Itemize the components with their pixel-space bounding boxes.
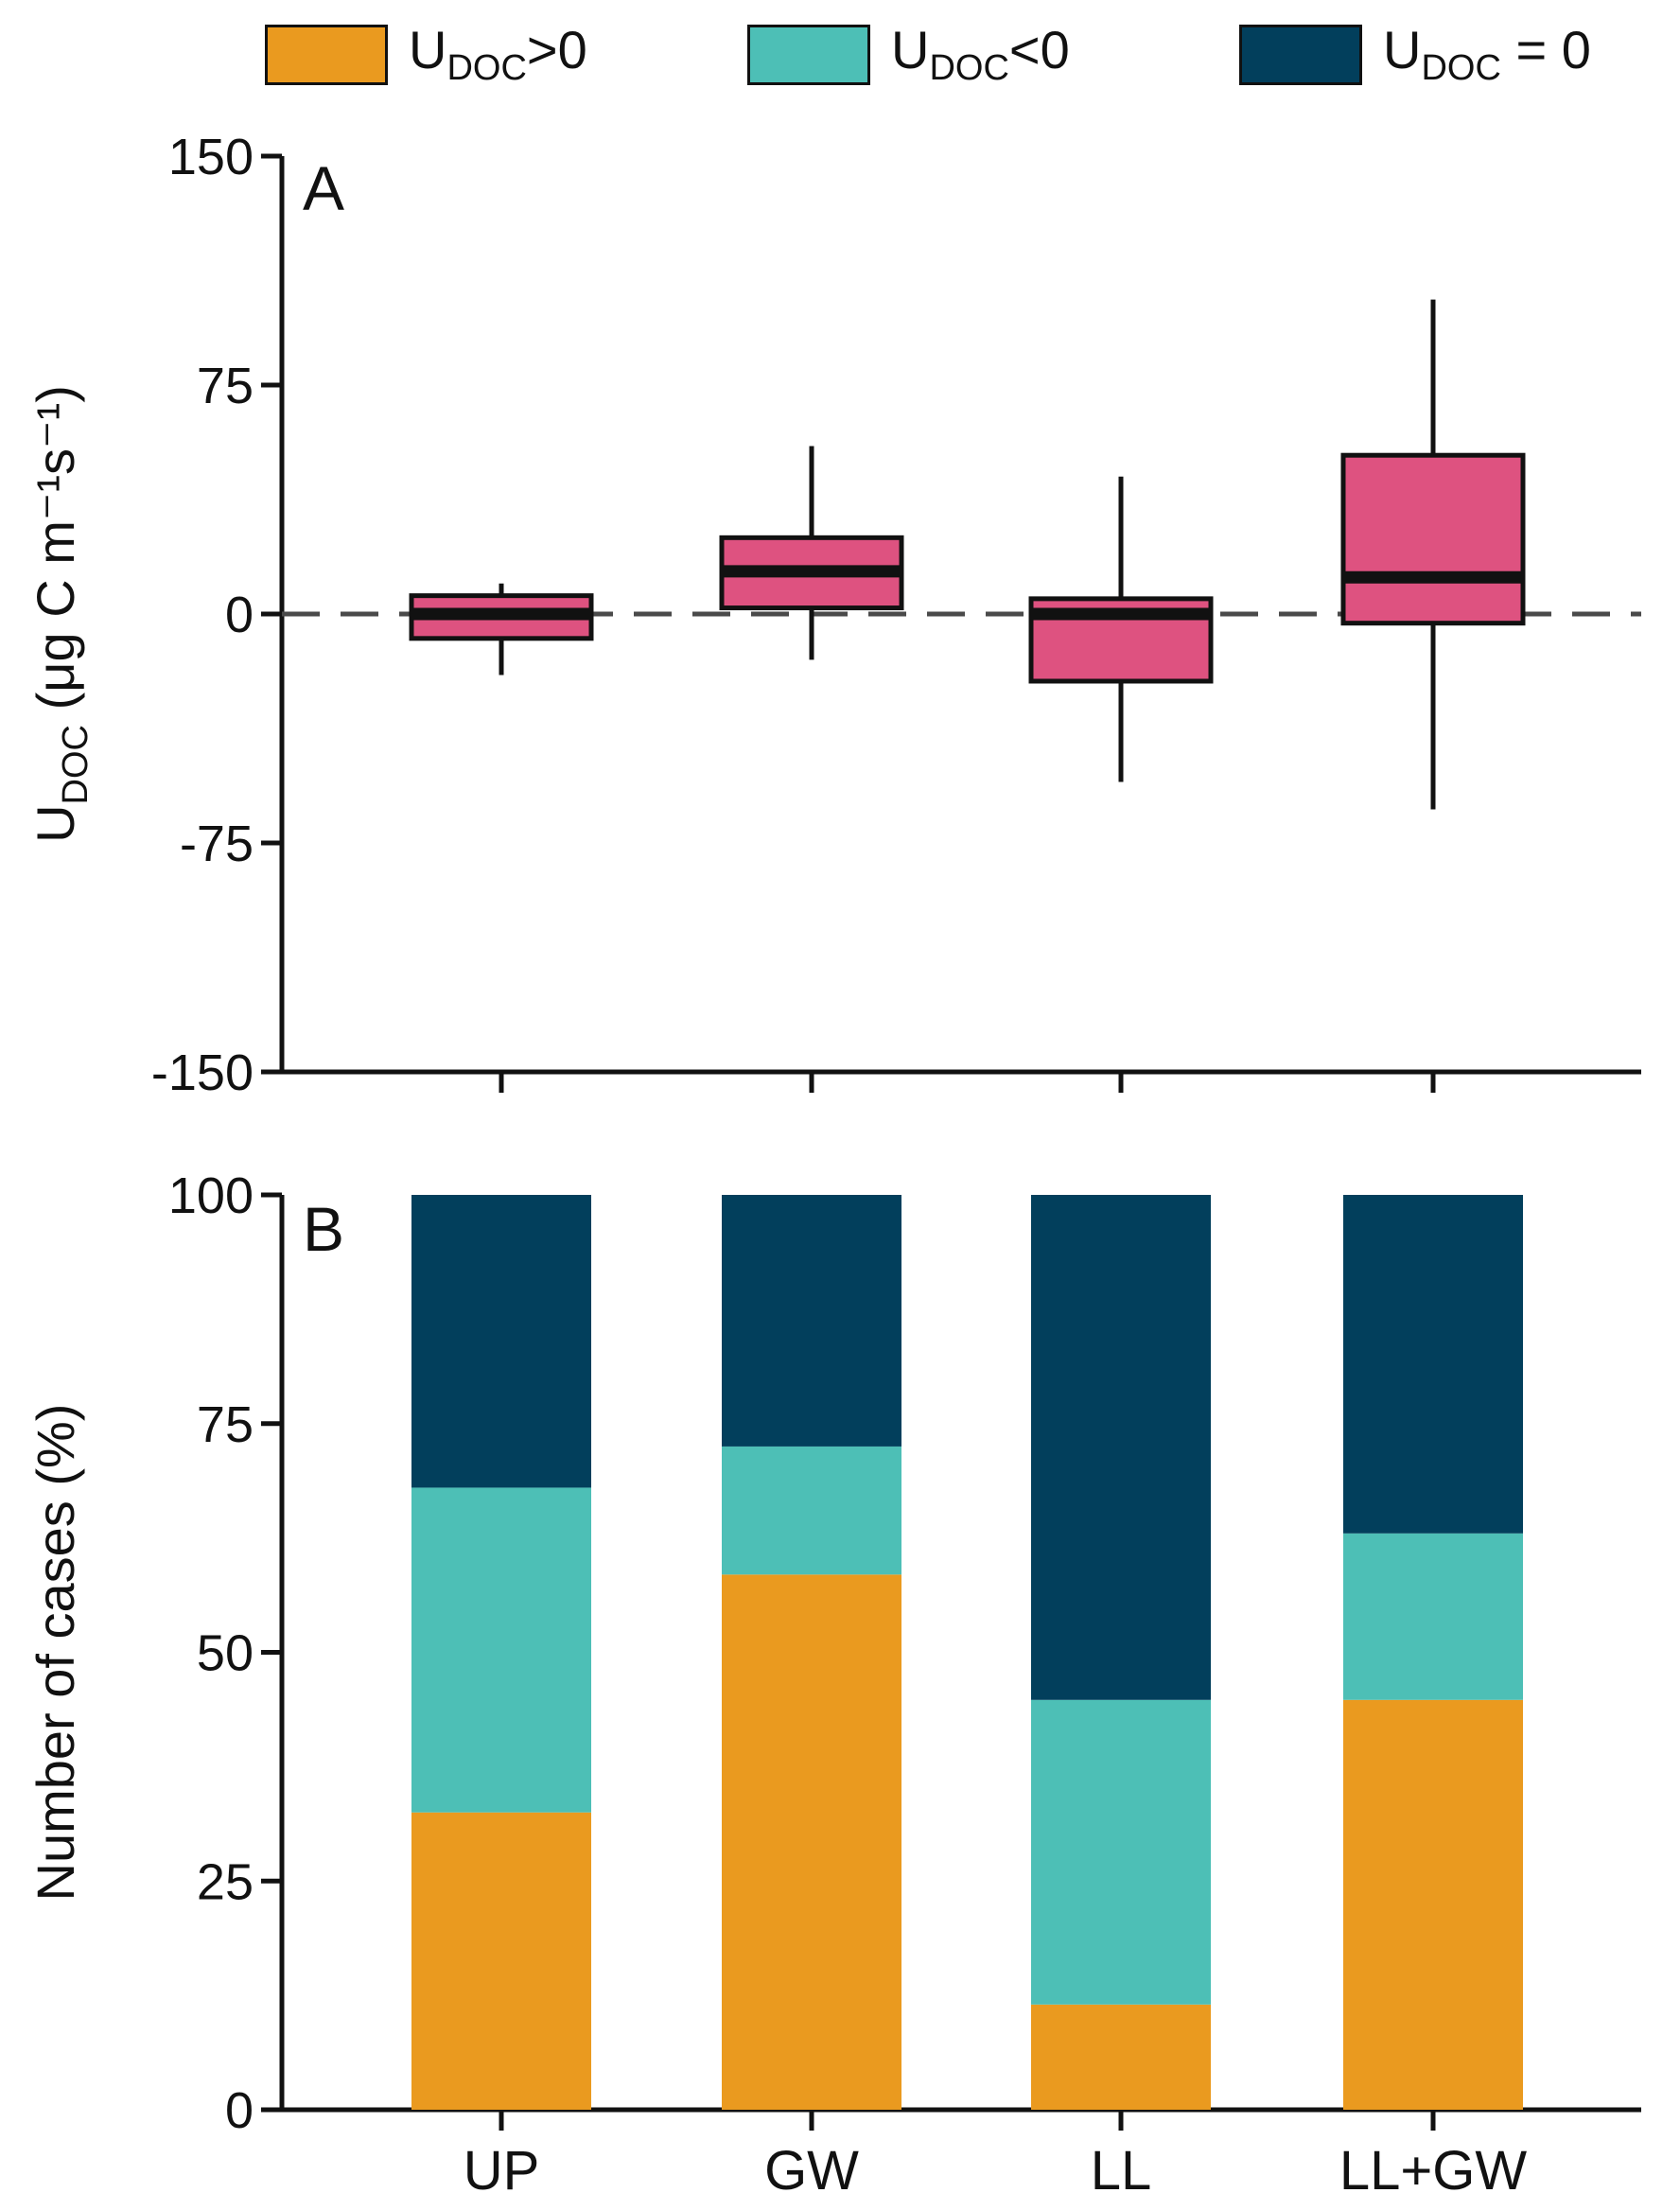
x-tick-label-LL: LL	[1091, 2140, 1152, 2193]
bar-LL-series-2	[1031, 1195, 1211, 1700]
panel-b-y-tick-label: 100	[168, 1167, 254, 1224]
legend-item-positive: UDOC>0	[265, 17, 587, 93]
legend-label-zero: UDOC = 0	[1383, 20, 1591, 88]
x-tick-label-LL+GW: LL+GW	[1339, 2140, 1527, 2193]
bar-GW-series-2	[722, 1195, 901, 1447]
bar-LL+GW-series-0	[1343, 1699, 1523, 2110]
panel-a-label: A	[303, 153, 344, 223]
panel-b-y-tick-label: 25	[197, 1853, 254, 1910]
panel-b-label: B	[303, 1194, 344, 1264]
panel-b-y-tick-label: 75	[197, 1396, 254, 1453]
panel-a-y-tick-label: -150	[151, 1044, 254, 1101]
x-tick-label-UP: UP	[464, 2140, 540, 2193]
panel-a-y-tick-label: 0	[225, 587, 254, 643]
legend-item-negative: UDOC<0	[747, 17, 1070, 93]
bar-UP-series-1	[411, 1487, 591, 1813]
bar-GW-series-1	[722, 1446, 901, 1575]
panel-b-y-tick-label: 50	[197, 1625, 254, 1682]
bar-UP-series-2	[411, 1195, 591, 1488]
legend-label-positive: UDOC>0	[409, 20, 587, 88]
box-LL+GW	[1340, 452, 1526, 626]
legend-item-zero: UDOC = 0	[1239, 17, 1591, 93]
bar-GW-series-0	[722, 1574, 901, 2110]
bar-LL-series-0	[1031, 2004, 1211, 2110]
panel-a-y-tick-label: -75	[180, 816, 254, 872]
panel-b-y-tick-label: 0	[225, 2082, 254, 2139]
panel-b-y-axis-title: Number of cases (%)	[26, 1404, 85, 1902]
bar-LL+GW-series-1	[1343, 1533, 1523, 1700]
legend-swatch-negative	[747, 25, 870, 85]
panel-a-y-axis-title: UDOC (μg C m⁻¹s⁻¹)	[26, 385, 96, 843]
legend-swatch-zero	[1239, 25, 1362, 85]
bar-LL-series-1	[1031, 1699, 1211, 2005]
legend: UDOC>0 UDOC<0 UDOC = 0	[0, 17, 1680, 93]
panel-a-y-tick-label: 75	[197, 358, 254, 414]
legend-label-negative: UDOC<0	[891, 20, 1070, 88]
legend-swatch-positive	[265, 25, 388, 85]
x-tick-label-GW: GW	[764, 2140, 859, 2193]
panel-a-y-tick-label: 150	[168, 129, 254, 185]
bar-LL+GW-series-2	[1343, 1195, 1523, 1534]
bar-UP-series-0	[411, 1812, 591, 2110]
